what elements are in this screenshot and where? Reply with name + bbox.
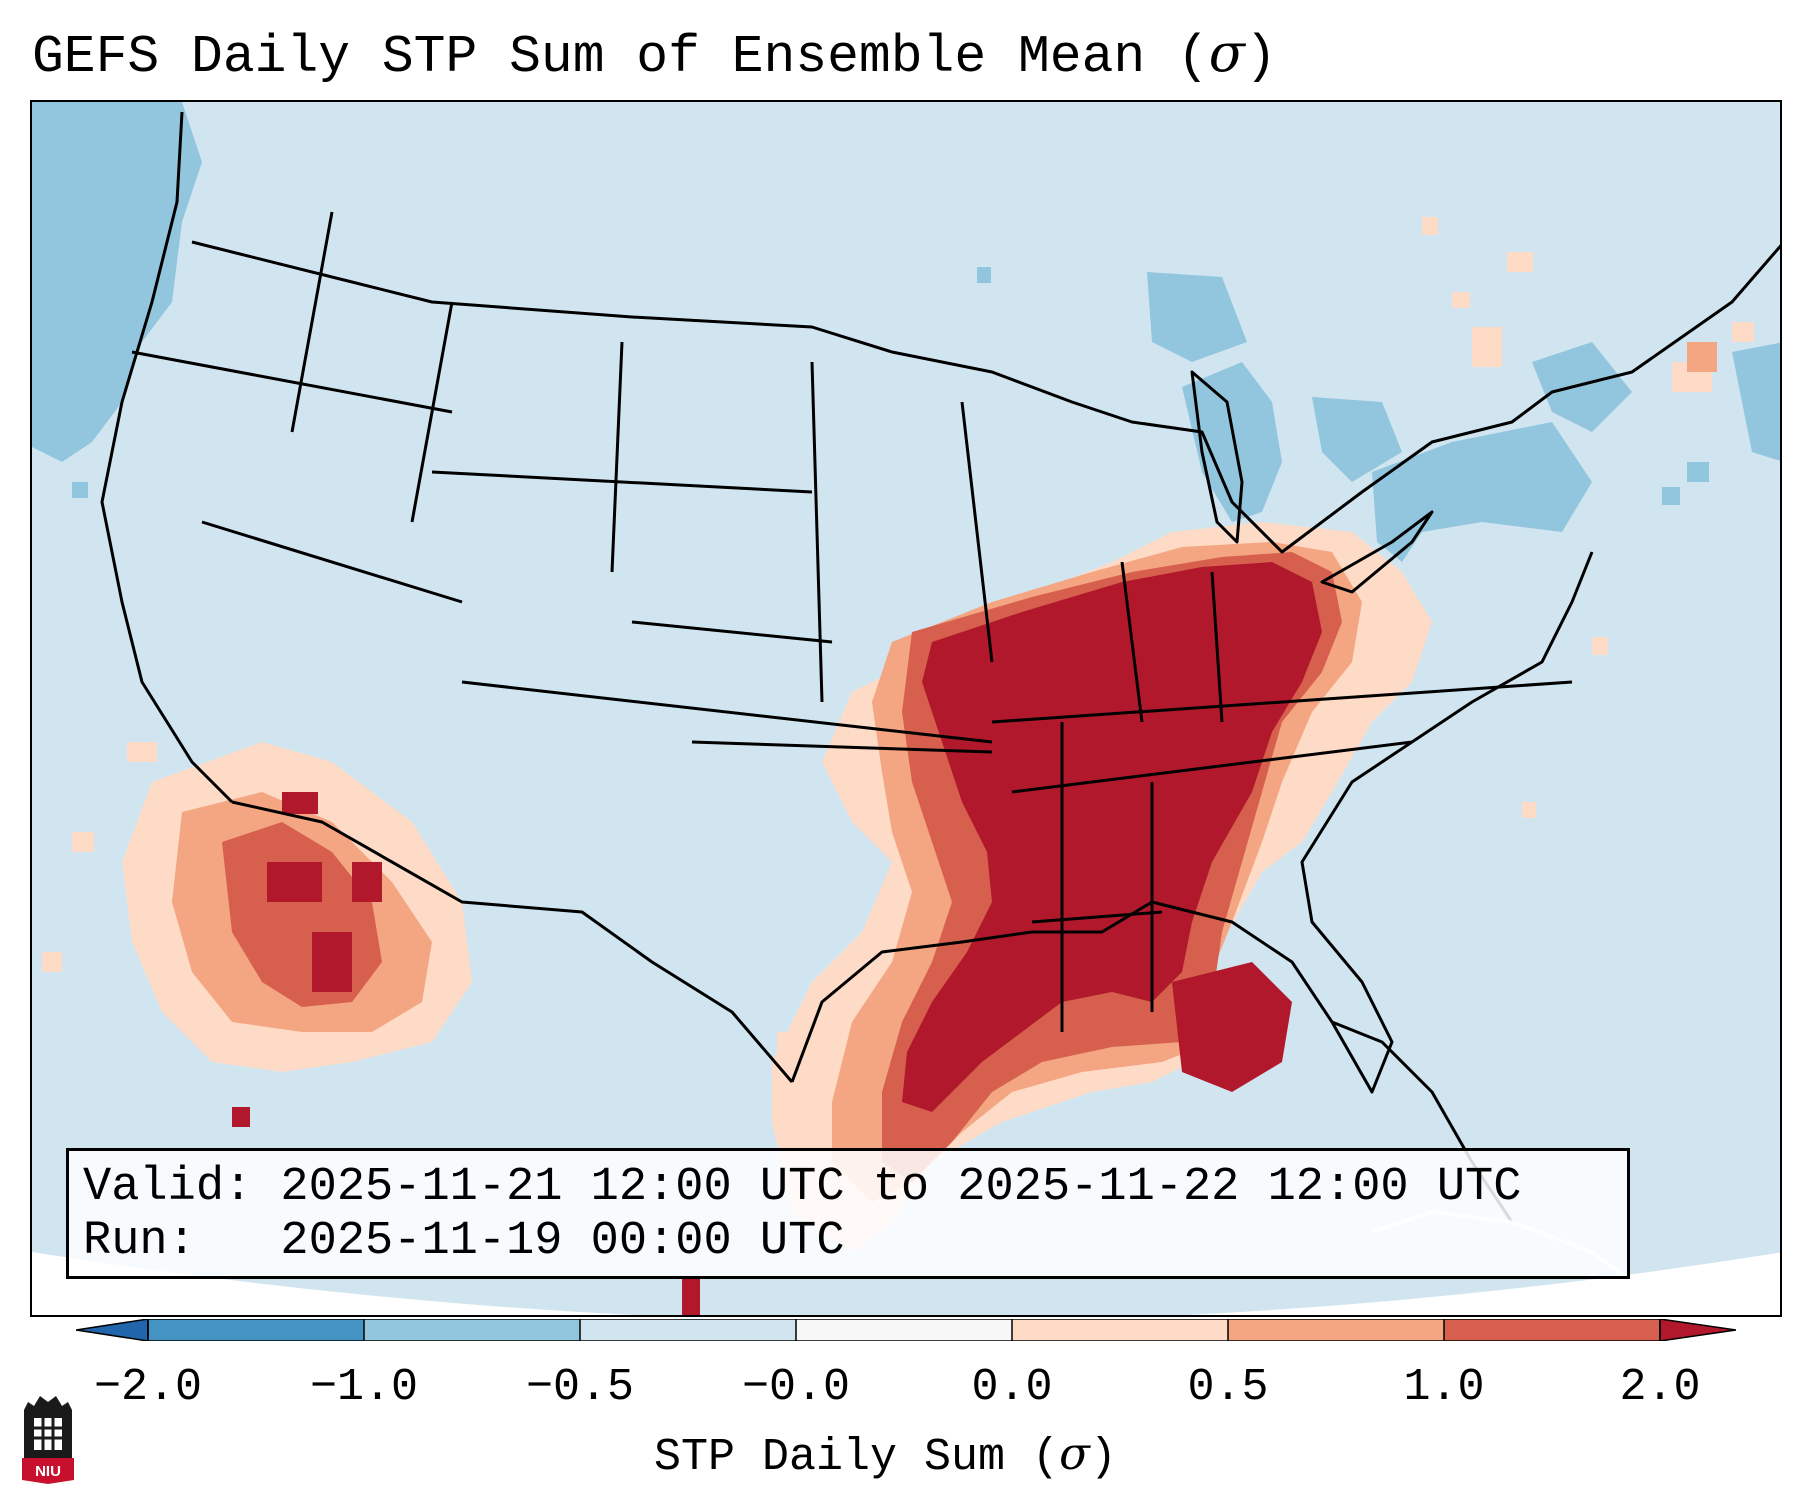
negative-anomaly-great-lakes [977, 267, 1780, 562]
colorbar-segment-4 [796, 1319, 1012, 1341]
canada-border [191, 240, 1780, 554]
colorbar-segment-2 [364, 1319, 580, 1341]
gulf-coast [790, 551, 1594, 1094]
state-lines-horizontal [131, 350, 1573, 924]
niu-logo-icon: NIU [22, 1396, 74, 1484]
colorbar-tick-label: −0.5 [525, 1362, 635, 1413]
svg-text:NIU: NIU [35, 1463, 61, 1480]
colorbar-tick-label: 0.0 [971, 1362, 1053, 1413]
run-line: Run: 2025-11-19 00:00 UTC [83, 1215, 845, 1268]
positive-anomaly-northeast-mod [1687, 342, 1717, 372]
colorbar-extend-low [76, 1319, 149, 1341]
colorbar-label: STP Daily Sum (σ) [654, 1427, 1117, 1483]
valid-run-info-box: Valid: 2025-11-21 12:00 UTC to 2025-11-2… [66, 1148, 1630, 1279]
colorbar-segment-6 [1228, 1319, 1444, 1341]
positive-anomaly-central-core [902, 562, 1322, 1112]
stp-map[interactable] [30, 100, 1782, 1317]
west-coast [100, 111, 234, 804]
positive-anomaly-northeast [1422, 217, 1754, 655]
state-lines-vertical [290, 211, 1224, 1032]
colorbar-segment-3 [580, 1319, 796, 1341]
negative-anomaly-west [32, 102, 202, 498]
colorbar-segment-5 [1012, 1319, 1228, 1341]
lake-erie [1320, 510, 1434, 594]
colorbar [76, 1319, 1736, 1341]
colorbar-segment-7 [1444, 1319, 1660, 1341]
colorbar-tick-label: −0.0 [741, 1362, 851, 1413]
mexico-border [231, 800, 794, 1083]
positive-anomaly-mexico-core [232, 792, 700, 1315]
chart-title: GEFS Daily STP Sum of Ensemble Mean (σ) [32, 23, 1277, 87]
colorbar-segment-1 [148, 1319, 364, 1341]
colorbar-extend-high [1659, 1319, 1736, 1341]
map-canvas [32, 102, 1780, 1315]
colorbar-tick-label: 1.0 [1403, 1362, 1485, 1413]
colorbar-tick-label: −1.0 [309, 1362, 419, 1413]
colorbar-tick-label: −2.0 [93, 1362, 203, 1413]
colorbar-tick-label: 0.5 [1187, 1362, 1269, 1413]
political-borders [100, 111, 1780, 1223]
colorbar-tick-label: 2.0 [1619, 1362, 1701, 1413]
valid-line: Valid: 2025-11-21 12:00 UTC to 2025-11-2… [83, 1161, 1522, 1214]
lake-michigan [1190, 370, 1244, 544]
